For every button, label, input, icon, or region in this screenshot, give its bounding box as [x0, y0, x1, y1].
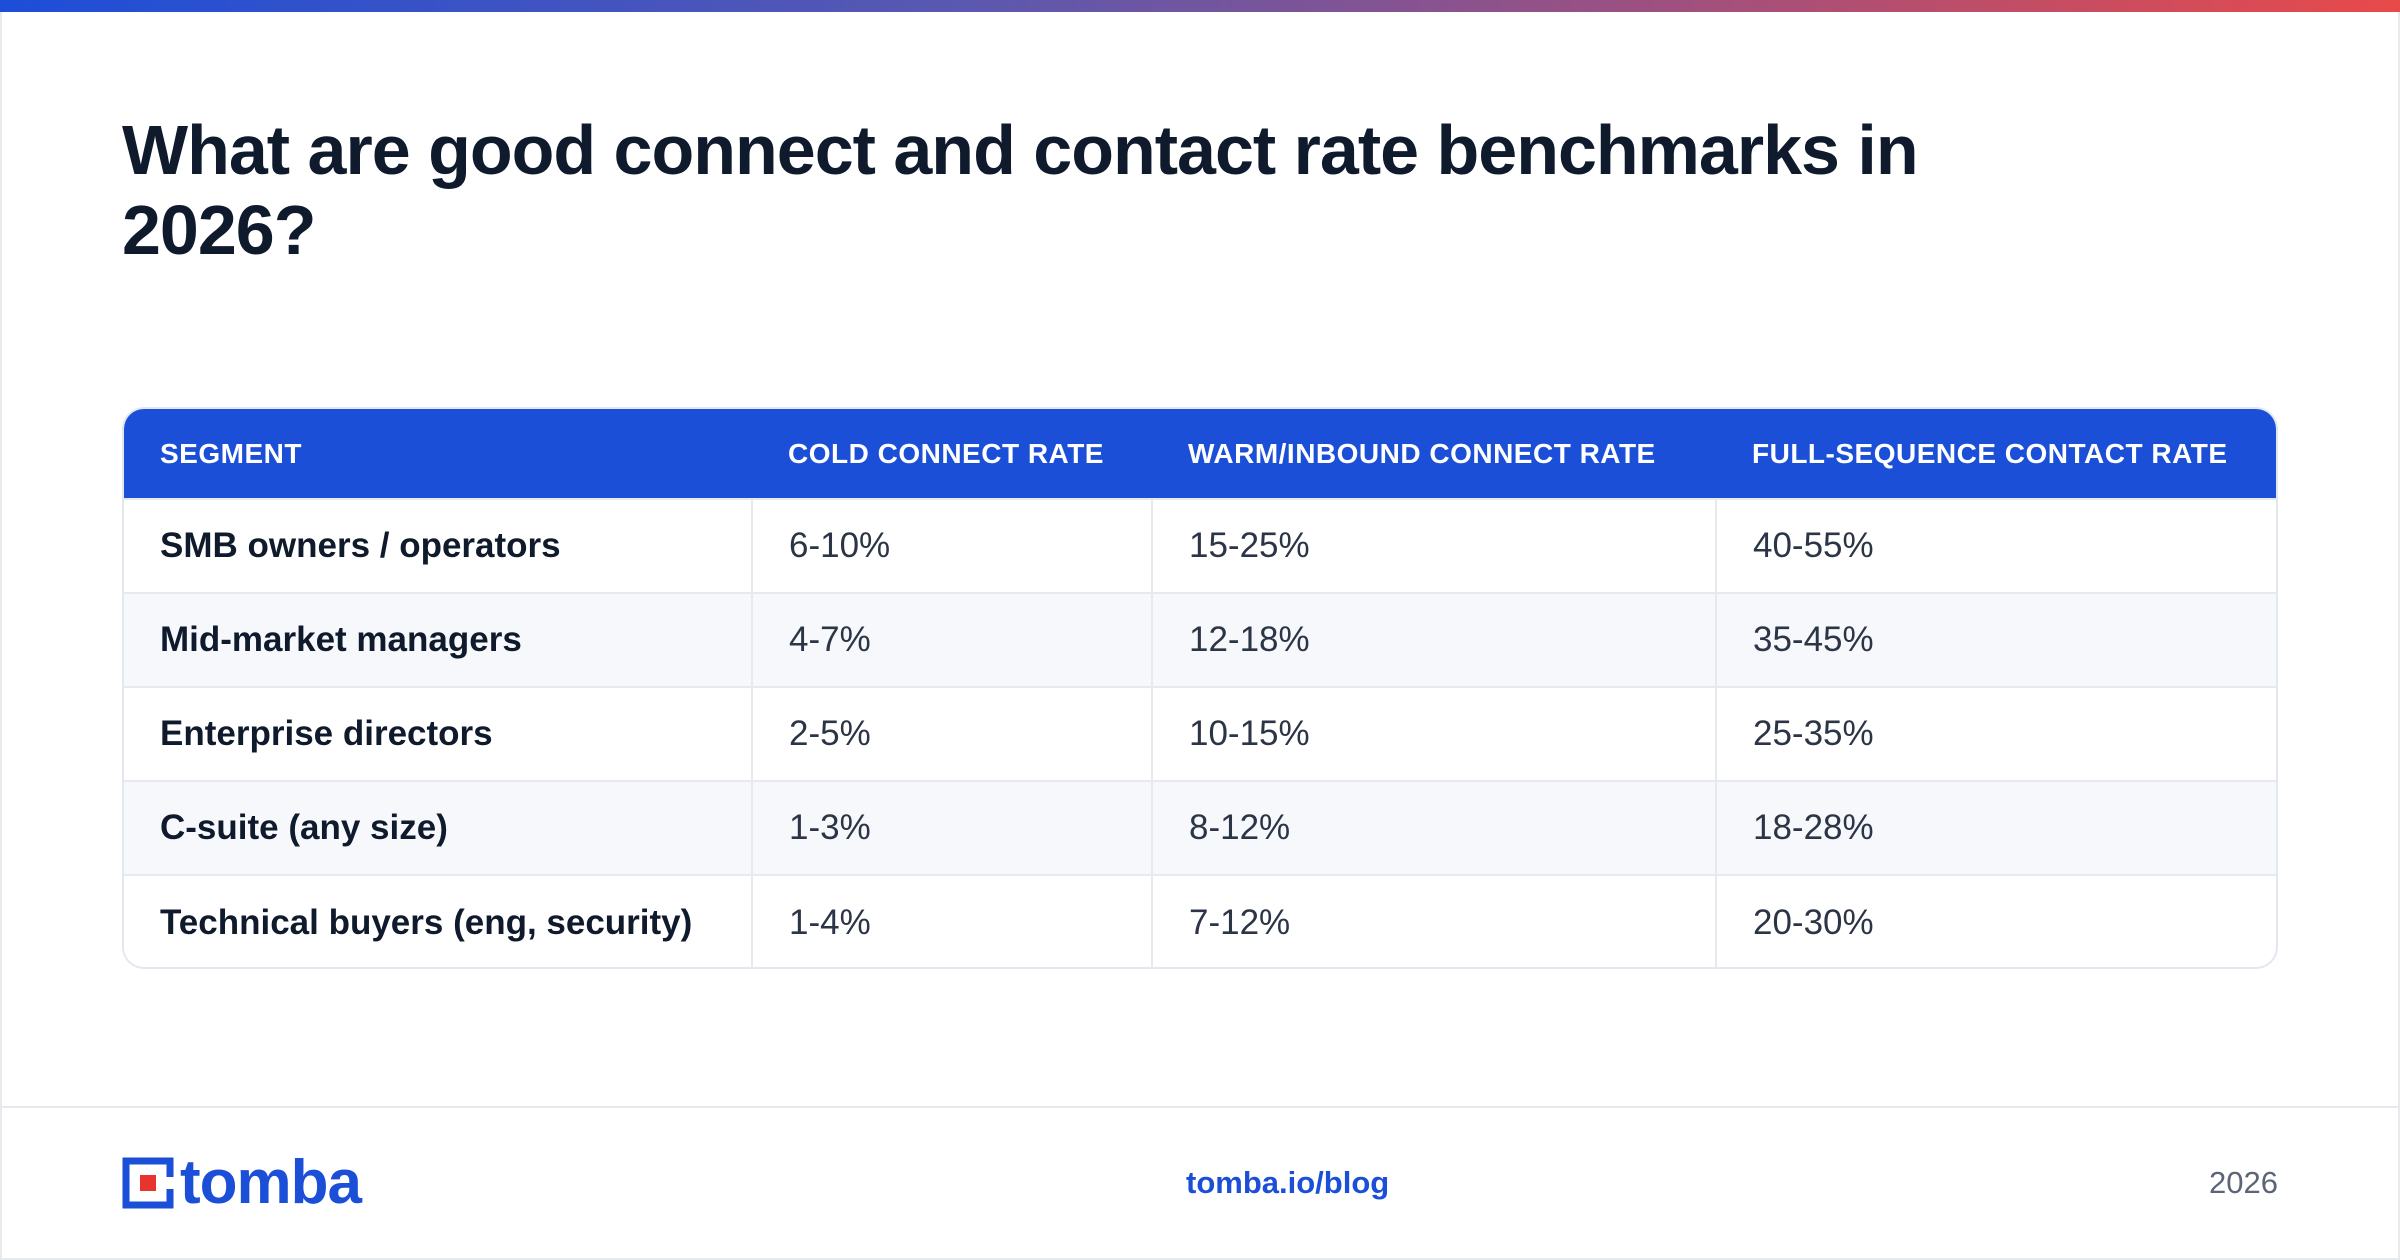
warm-rate-cell: 12-18%: [1151, 592, 1716, 687]
warm-rate-cell: 8-12%: [1151, 780, 1716, 875]
cold-rate-cell: 1-4%: [751, 874, 1152, 967]
page-title: What are good connect and contact rate b…: [122, 111, 1919, 269]
cold-rate-cell: 1-3%: [751, 780, 1152, 875]
table-row: Mid-market managers 4-7% 12-18% 35-45%: [124, 592, 2276, 687]
header-segment: SEGMENT: [160, 437, 302, 469]
contact-rate-cell: 40-55%: [1715, 498, 2276, 593]
warm-rate-cell: 15-25%: [1151, 498, 1716, 593]
tomba-logo-icon: [122, 1157, 174, 1209]
contact-rate-cell: 25-35%: [1715, 686, 2276, 781]
logo-wordmark: tomba: [180, 1148, 362, 1217]
segment-cell: Mid-market managers: [124, 592, 752, 687]
table-row: Enterprise directors 2-5% 10-15% 25-35%: [124, 686, 2276, 781]
header-full-sequence-contact-rate: FULL-SEQUENCE CONTACT RATE: [1752, 437, 2228, 469]
contact-rate-cell: 20-30%: [1715, 874, 2276, 967]
table-header-row: SEGMENT COLD CONNECT RATE WARM/INBOUND C…: [124, 409, 2276, 499]
blog-link[interactable]: tomba.io/blog: [1186, 1165, 1390, 1200]
segment-cell: SMB owners / operators: [124, 498, 752, 593]
contact-rate-cell: 35-45%: [1715, 592, 2276, 687]
footer-year: 2026: [2209, 1165, 2278, 1200]
table-row: C-suite (any size) 1-3% 8-12% 18-28%: [124, 780, 2276, 875]
segment-cell: Technical buyers (eng, security): [124, 874, 752, 967]
header-cold-connect-rate: COLD CONNECT RATE: [788, 437, 1104, 469]
cold-rate-cell: 6-10%: [751, 498, 1152, 593]
top-gradient-bar: [0, 0, 2400, 12]
header-warm-inbound-connect-rate: WARM/INBOUND CONNECT RATE: [1188, 437, 1656, 469]
segment-cell: Enterprise directors: [124, 686, 752, 781]
footer-divider: [0, 1106, 2400, 1108]
contact-rate-cell: 18-28%: [1715, 780, 2276, 875]
tomba-logo[interactable]: tomba: [122, 1148, 362, 1217]
warm-rate-cell: 7-12%: [1151, 874, 1716, 967]
table-row: SMB owners / operators 6-10% 15-25% 40-5…: [124, 498, 2276, 593]
table-row: Technical buyers (eng, security) 1-4% 7-…: [124, 874, 2276, 967]
cold-rate-cell: 4-7%: [751, 592, 1152, 687]
warm-rate-cell: 10-15%: [1151, 686, 1716, 781]
segment-cell: C-suite (any size): [124, 780, 752, 875]
benchmarks-table: SEGMENT COLD CONNECT RATE WARM/INBOUND C…: [122, 407, 2278, 969]
cold-rate-cell: 2-5%: [751, 686, 1152, 781]
